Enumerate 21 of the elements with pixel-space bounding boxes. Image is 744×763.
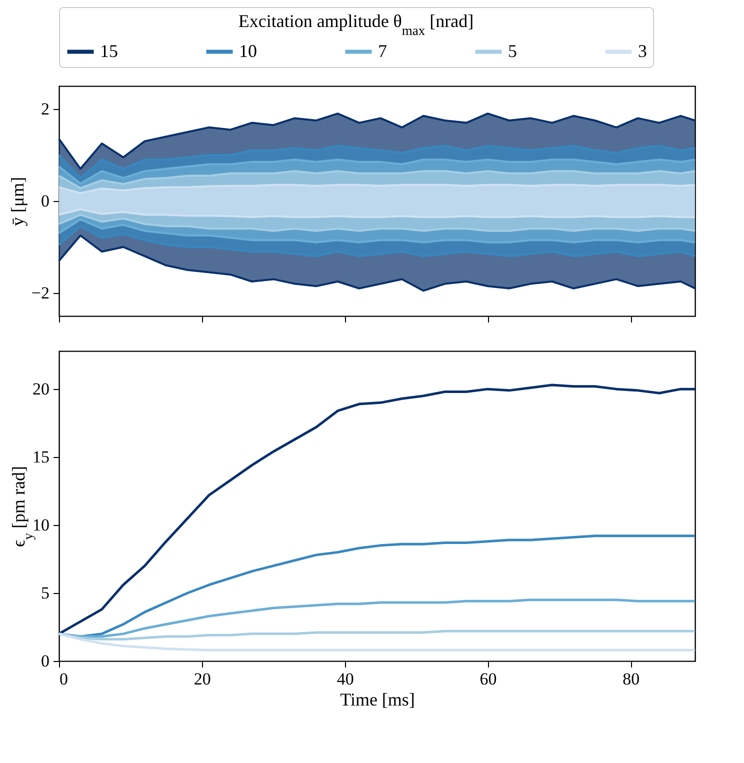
y-axis-title: ȳ [μm] [7, 176, 28, 226]
y-tick-label: 20 [32, 380, 50, 399]
y-tick-label: 0 [41, 192, 50, 210]
legend-label: 3 [638, 40, 647, 61]
y-tick-label: 10 [32, 516, 50, 535]
legend-label: 5 [508, 40, 517, 61]
y-tick-label: 0 [41, 652, 50, 670]
legend-label: 15 [100, 40, 118, 61]
legend-label: 10 [239, 40, 257, 61]
y-tick-label: 2 [41, 100, 50, 118]
x-tick-label: 60 [480, 670, 497, 688]
x-tick-label: 80 [622, 670, 640, 688]
y-tick-label: −2 [31, 284, 50, 302]
x-tick-label: 40 [336, 670, 354, 688]
legend-label: 7 [378, 40, 387, 61]
y-tick-label: 5 [41, 584, 50, 603]
y-tick-label: 15 [32, 448, 50, 467]
x-tick-label: 0 [60, 670, 68, 688]
x-axis-title: Time [ms] [340, 690, 415, 710]
legend-title: Excitation amplitude θ$_{max}$ [nrad] [238, 11, 474, 38]
x-tick-label: 20 [194, 670, 211, 688]
